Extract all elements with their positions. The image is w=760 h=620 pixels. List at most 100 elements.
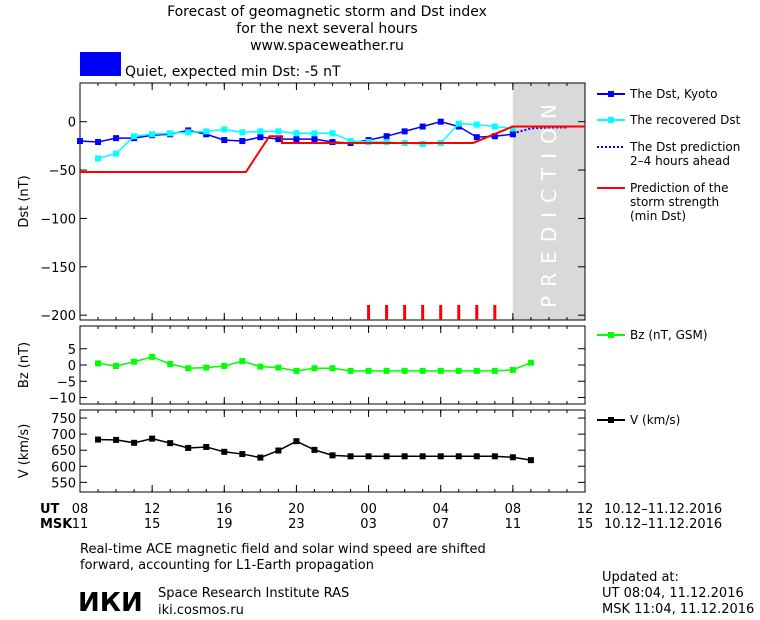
series-line: [97, 122, 513, 160]
data-point: [167, 130, 174, 137]
data-point: [77, 138, 83, 145]
plot-frame: [79, 325, 586, 405]
ut-tick-label: 08: [505, 502, 522, 517]
ut-tick-label: 08: [72, 502, 89, 517]
data-point: [185, 444, 192, 451]
legend-marker: [608, 117, 614, 123]
y-tick-label: −150: [40, 261, 76, 276]
data-point: [113, 362, 120, 369]
ace-note-line-1: Real-time ACE magnetic field and solar w…: [80, 542, 486, 557]
y-tick-label: −10: [49, 392, 76, 407]
data-point: [239, 138, 246, 145]
y-tick-label: −100: [40, 212, 76, 227]
bz-panel: 50−5 −10 Bz (nT): [17, 325, 586, 407]
data-point: [437, 453, 444, 460]
plot-frame: [79, 82, 586, 321]
data-point: [221, 362, 228, 369]
data-point: [473, 134, 480, 141]
data-point: [257, 128, 264, 135]
data-point: [455, 453, 462, 460]
data-point: [293, 438, 300, 445]
data-point: [329, 452, 336, 459]
data-point: [401, 128, 408, 135]
chart-legend: The Dst, Kyoto The recovered Dst The Dst p…: [597, 87, 741, 427]
y-tick-label: 650: [51, 444, 76, 459]
msk-tick-label: 15: [144, 517, 161, 532]
msk-tick-label: 11: [72, 517, 89, 532]
ut-tick-label: 16: [216, 502, 233, 517]
data-point: [203, 443, 210, 450]
data-point: [455, 367, 462, 374]
y-tick-label: −50: [49, 164, 76, 179]
data-point: [221, 448, 228, 455]
storm-status-swatch: [80, 52, 121, 76]
website-title: www.spaceweather.ru: [250, 38, 404, 54]
storm-marker: [457, 305, 461, 320]
data-point: [95, 139, 102, 146]
msk-tick-label: 19: [216, 517, 233, 532]
prediction-band: [512, 83, 585, 320]
data-point: [239, 358, 246, 365]
data-point: [347, 453, 354, 460]
data-point: [131, 133, 138, 140]
y-tick-label: 550: [51, 476, 76, 491]
data-point: [275, 128, 282, 135]
ut-tick-label: 12: [144, 502, 161, 517]
storm-marker: [367, 305, 371, 320]
institute-name: Space Research Institute RAS: [158, 586, 349, 601]
data-point: [311, 446, 318, 453]
data-point: [275, 447, 282, 454]
ut-tick-label: 12: [577, 502, 594, 517]
data-point: [293, 367, 300, 374]
data-point: [491, 367, 498, 374]
data-point: [509, 454, 516, 461]
data-point: [365, 367, 372, 374]
data-point: [95, 360, 102, 367]
y-tick-label: 5: [68, 343, 76, 358]
msk-tick-label: 11: [505, 517, 522, 532]
data-point: [419, 367, 426, 374]
data-point: [473, 121, 480, 128]
msk-date-range: 10.12–11.12.2016: [604, 517, 722, 532]
data-point: [455, 120, 462, 127]
data-point: [329, 365, 336, 372]
storm-marker: [475, 305, 479, 320]
data-point: [509, 131, 516, 138]
data-point: [149, 131, 156, 138]
data-point: [185, 365, 192, 372]
data-point: [275, 136, 282, 143]
data-point: [419, 453, 426, 460]
legend-label: The recovered Dst: [629, 113, 741, 127]
data-point: [347, 138, 354, 145]
updated-ut: UT 08:04, 11.12.2016: [602, 586, 744, 601]
data-point: [203, 364, 210, 371]
data-point: [149, 435, 156, 442]
series-line: [80, 125, 585, 173]
chart-title: Forecast of geomagnetic storm and Dst in…: [167, 4, 487, 54]
data-point: [491, 123, 498, 130]
legend-label: (min Dst): [630, 209, 686, 223]
legend-marker: [608, 332, 614, 338]
data-point: [383, 133, 390, 140]
data-point: [383, 453, 390, 460]
data-point: [509, 125, 516, 132]
ut-label: UT: [40, 502, 60, 517]
data-point: [491, 133, 498, 140]
y-tick-label: −200: [40, 309, 76, 324]
y-axis-label: Dst (nT): [17, 175, 32, 227]
data-point: [437, 367, 444, 374]
data-point: [365, 453, 372, 460]
time-axis: UTMSK0811121516192023000304070811121510.…: [40, 502, 722, 532]
data-point: [257, 134, 264, 141]
data-point: [167, 440, 174, 447]
ut-date-range: 10.12–11.12.2016: [604, 502, 722, 517]
data-point: [113, 436, 120, 443]
storm-marker: [403, 305, 407, 320]
msk-tick-label: 07: [432, 517, 449, 532]
data-point: [185, 129, 192, 136]
storm-status-text: Quiet, expected min Dst: -5 nT: [125, 64, 341, 80]
data-point: [167, 361, 174, 368]
title-line-2: for the next several hours: [236, 21, 417, 37]
